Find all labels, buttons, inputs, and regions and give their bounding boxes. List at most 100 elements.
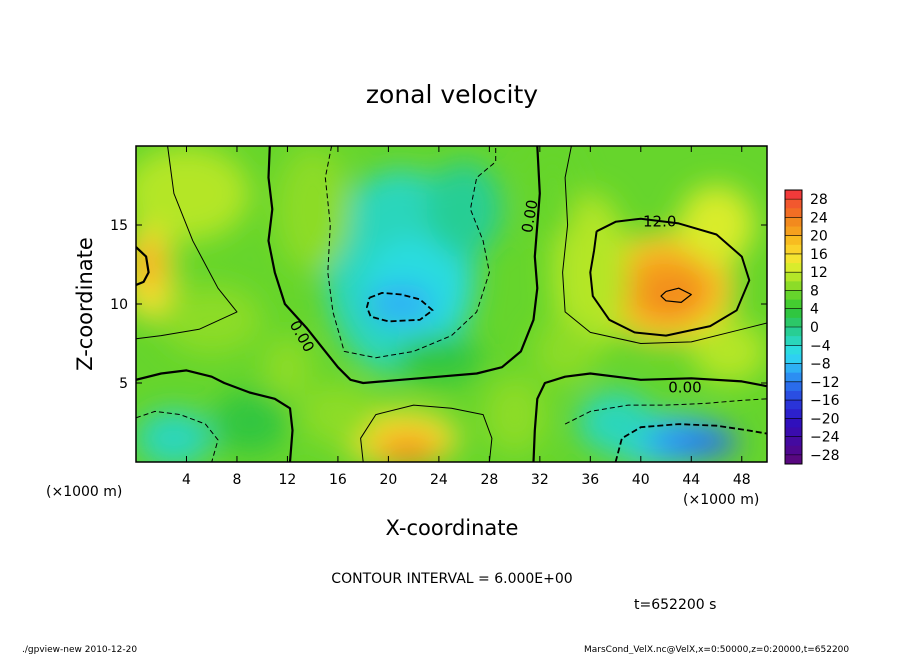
field-patch-17 [382, 441, 433, 462]
field-patch-13 [681, 430, 740, 456]
contour-18 [660, 287, 692, 303]
contour-label-zero-right: 0.00 [668, 378, 701, 396]
contour-6-left [136, 146, 238, 340]
field-patch-27 [483, 375, 547, 455]
zero-contour-right [532, 372, 767, 462]
time-label: t=652200 s [634, 597, 716, 613]
colorbar-segment [785, 235, 802, 246]
chart-title: zonal velocity [366, 80, 538, 109]
field-patch-29 [527, 146, 578, 241]
x-tick-label: 16 [329, 472, 347, 488]
colorbar-label: −12 [810, 375, 840, 391]
contour-minus12-bottom [614, 423, 767, 462]
x-tick-label: 24 [430, 472, 448, 488]
colorbar-segment [785, 372, 802, 383]
colorbar-segment [785, 327, 802, 337]
field-patch-24 [274, 146, 351, 273]
zero-contour-upper [267, 146, 541, 385]
colorbar-segment [785, 299, 802, 310]
colorbar-label: 24 [810, 210, 828, 226]
field-patch-26 [300, 383, 376, 447]
x-unit-label: (×1000 m) [683, 492, 759, 508]
colorbar-label: −24 [810, 430, 840, 446]
colorbar-segment [785, 263, 802, 273]
colorbar-label: −16 [810, 393, 840, 409]
zero-contour-left [136, 369, 294, 462]
y-tick-label: 15 [110, 218, 128, 234]
field-patch-28 [533, 319, 597, 383]
plot-area: 12.00.000.000.00 [136, 146, 767, 462]
colorbar-segment [785, 354, 802, 365]
colorbar-segment [785, 436, 802, 447]
field-patch-22 [136, 409, 212, 462]
x-tick-label: 48 [733, 472, 751, 488]
contour-6-bottom [360, 404, 493, 462]
field-patch-14 [577, 390, 654, 455]
y-unit-label: (×1000 m) [46, 484, 122, 500]
colorbar-segment [785, 418, 802, 428]
colorbar-segment [785, 272, 802, 282]
contour-label-zero-upper: 0.00 [518, 198, 542, 234]
colorbar-segment [785, 208, 802, 218]
contour-interval-label: CONTOUR INTERVAL = 6.000E+00 [331, 571, 572, 587]
colorbar-segment [785, 226, 802, 237]
contour-minus6-left [136, 410, 219, 462]
x-tick-label: 12 [279, 472, 297, 488]
contour-minus12 [366, 292, 434, 323]
contour-6-right [562, 146, 767, 344]
contour-minus6-bottom [564, 398, 767, 425]
y-tick-label: 10 [110, 297, 128, 313]
x-tick-label: 32 [531, 472, 549, 488]
contour-12 [589, 217, 751, 337]
colorbar-label: −4 [810, 338, 831, 354]
x-tick-label: 28 [480, 472, 498, 488]
colorbar-segment [785, 290, 802, 301]
colorbar-label: −8 [810, 357, 831, 373]
colorbar-label: 8 [810, 283, 819, 299]
x-axis-title: X-coordinate [386, 516, 519, 540]
colorbar-segment [785, 253, 802, 264]
x-tick-label: 36 [581, 472, 599, 488]
colorbar-label: 0 [810, 320, 819, 336]
colorbar-label: −20 [810, 411, 840, 427]
colorbar-segment [785, 199, 802, 209]
footer-right: MarsCond_VelX.nc@VelX,x=0:50000,z=0:2000… [584, 645, 849, 654]
x-tick-label: 8 [232, 472, 241, 488]
contour-minus6 [324, 146, 497, 359]
colorbar-segment [785, 317, 802, 328]
colorbar-segment [785, 427, 802, 438]
field-patch-25 [262, 335, 313, 399]
colorbar: 28 24 20 16 12 8 4 0 −4 −8 −12 −16 −20 −24 −28 [784, 189, 840, 465]
colorbar-label: 16 [810, 247, 828, 263]
colorbar-segment [785, 244, 802, 255]
colorbar-segment [785, 190, 802, 200]
field-patch-18 [136, 146, 250, 241]
colorbar-segment [785, 363, 802, 374]
colorbar-label: 4 [810, 302, 819, 318]
field-patch-21 [161, 285, 263, 355]
x-tick-label: 44 [682, 472, 700, 488]
field-patch-23 [211, 390, 288, 455]
colorbar-label: 20 [810, 229, 828, 245]
field-patch-20 [136, 239, 162, 290]
colorbar-segment [785, 409, 802, 419]
field-patch-2 [368, 283, 434, 325]
velocity-field [136, 146, 767, 462]
colorbar-segment [785, 390, 802, 401]
colorbar-segment [785, 454, 802, 465]
x-tick-label: 4 [182, 472, 191, 488]
field-patch-9 [678, 185, 755, 265]
field-patch-7 [644, 275, 701, 317]
colorbar-segment [785, 445, 802, 456]
colorbar-label: 28 [810, 192, 828, 208]
y-tick-label: 5 [119, 376, 128, 392]
colorbar-label: −28 [810, 448, 840, 464]
colorbar-label: 12 [810, 265, 828, 281]
colorbar-segment [785, 400, 802, 410]
colorbar-segment [785, 381, 802, 392]
y-axis-title: Z-coordinate [73, 237, 97, 371]
colorbar-segment [785, 308, 802, 319]
colorbar-segment [785, 336, 802, 346]
